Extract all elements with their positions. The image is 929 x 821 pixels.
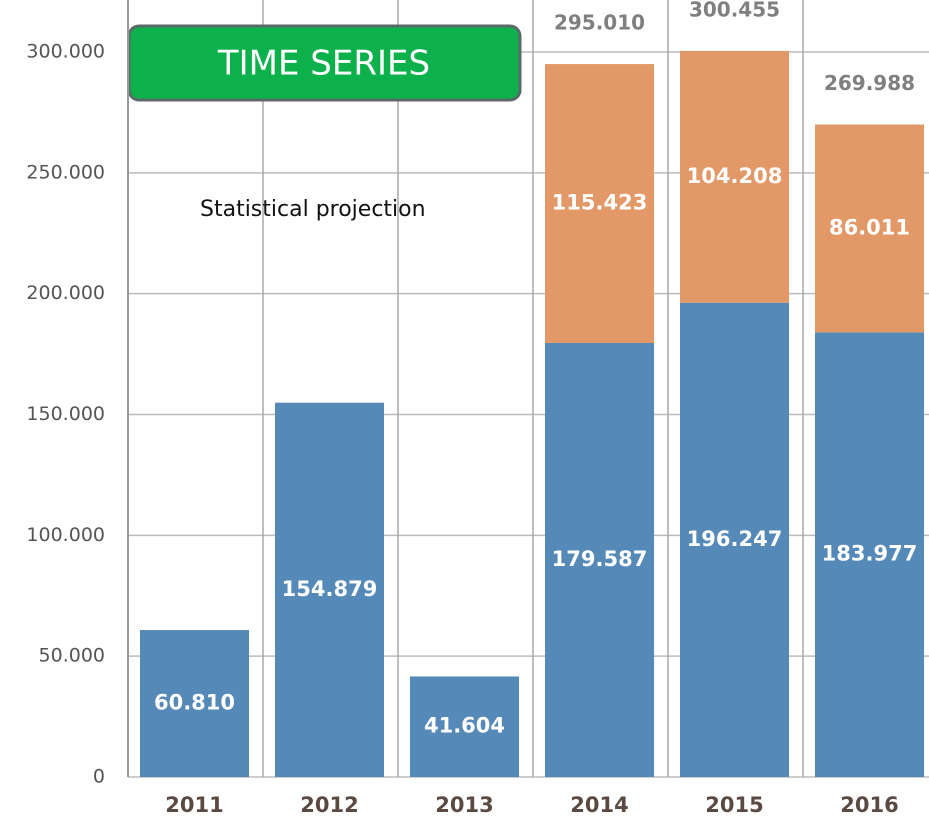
bar-segment [410,676,519,777]
y-tick-label: 0 [93,766,105,788]
bar-segment [680,302,789,777]
value-label: 104.208 [687,164,783,188]
x-tick-label: 2011 [165,793,223,817]
value-label: 86.011 [829,215,910,239]
chart-title: TIME SERIES [217,44,430,84]
bar-segment [815,124,924,333]
annotation: Statistical projection [200,197,426,222]
y-tick-label: 200.000 [26,282,105,304]
value-label: 154.879 [282,577,378,601]
y-tick-label: 250.000 [26,161,105,183]
y-tick-label: 150.000 [26,403,105,425]
total-label: 300.455 [689,0,780,21]
x-tick-label: 2014 [570,793,628,817]
y-tick-label: 100.000 [26,524,105,546]
x-tick-label: 2016 [840,793,898,817]
value-label: 179.587 [552,547,648,571]
y-tick-label: 300.000 [26,41,105,63]
grid [127,0,929,778]
y-tick-label: 50.000 [39,645,105,667]
total-label: 269.988 [824,71,915,95]
value-label: 196.247 [687,527,783,551]
bar-segment [815,332,924,777]
x-tick-label: 2012 [300,793,358,817]
value-label: 60.810 [154,691,235,715]
value-label: 115.423 [552,191,648,215]
bar-segment [545,342,654,777]
bar-segment [545,64,654,343]
value-label: 41.604 [424,714,505,738]
x-tick-label: 2015 [705,793,763,817]
x-tick-label: 2013 [435,793,493,817]
value-label: 183.977 [822,542,918,566]
bar-segment [275,402,384,777]
bar-segment [680,50,789,303]
total-label: 295.010 [554,11,645,35]
bar-segment [140,630,249,777]
bars [140,50,924,777]
